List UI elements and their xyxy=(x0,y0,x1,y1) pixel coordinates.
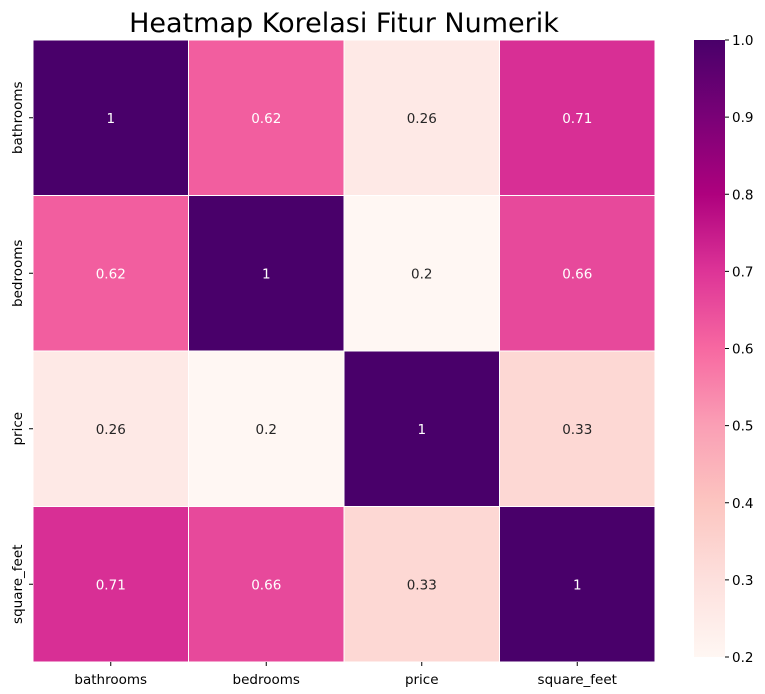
colorbar-gradient xyxy=(694,40,725,657)
y-tick-label: bedrooms xyxy=(10,240,26,307)
heatmap-cell xyxy=(343,195,500,352)
colorbar-tick-label: 0.9 xyxy=(732,110,753,126)
colorbar-tick-label: 1.0 xyxy=(732,33,753,49)
cell-annotation: 0.2 xyxy=(256,422,277,438)
colorbar: 0.2 0.3 0.4 0.5 0.6 0.7 0.8 0.9 1.0 xyxy=(694,33,753,666)
colorbar-tick-label: 0.5 xyxy=(732,419,753,435)
cell-annotation: 1 xyxy=(417,422,426,438)
x-tick-label: price xyxy=(405,672,439,688)
cell-annotation: 0.66 xyxy=(562,266,592,282)
cell-annotations: 1 0.62 0.26 0.71 0.62 1 0.2 0.66 0.26 0.2 1 0.33 0.7… xyxy=(96,111,593,594)
colorbar-tick-label: 0.2 xyxy=(732,650,753,666)
colorbar-tick-label: 0.6 xyxy=(732,342,753,358)
cell-annotation: 0.26 xyxy=(407,111,437,127)
heatmap-cell xyxy=(32,195,189,352)
heatmap-cell xyxy=(499,506,656,663)
cell-annotation: 1 xyxy=(106,111,115,127)
x-tick-label: bedrooms xyxy=(233,672,300,688)
heatmap-cell xyxy=(499,39,656,196)
y-tick-label: price xyxy=(10,412,26,446)
cell-annotation: 0.2 xyxy=(411,266,432,282)
y-tick-label: bathrooms xyxy=(10,81,26,154)
y-axis: bathrooms bedrooms price square_feet xyxy=(10,81,33,624)
colorbar-tick-label: 0.8 xyxy=(732,187,753,203)
heatmap-cell xyxy=(32,506,189,663)
colorbar-tick-label: 0.4 xyxy=(732,496,753,512)
x-axis: bathrooms bedrooms price square_feet xyxy=(74,662,617,688)
cell-annotation: 0.71 xyxy=(562,111,592,127)
colorbar-tick-label: 0.3 xyxy=(732,573,753,589)
cell-annotation: 1 xyxy=(262,266,271,282)
heatmap-cell xyxy=(32,39,189,196)
heatmap-cell xyxy=(188,39,345,196)
heatmap-cell xyxy=(499,195,656,352)
heatmap-cell xyxy=(188,350,345,507)
heatmap-cell xyxy=(188,195,345,352)
cell-annotation: 0.62 xyxy=(96,266,126,282)
colorbar-tick-label: 0.7 xyxy=(732,264,753,280)
heatmap-cells xyxy=(32,39,656,663)
chart-title: Heatmap Korelasi Fitur Numerik xyxy=(129,8,559,39)
cell-annotation: 0.62 xyxy=(251,111,281,127)
heatmap-cell xyxy=(343,506,500,663)
x-tick-label: square_feet xyxy=(538,672,617,688)
cell-annotation: 0.66 xyxy=(251,577,281,593)
cell-annotation: 1 xyxy=(573,577,582,593)
x-tick-label: bathrooms xyxy=(74,672,147,688)
heatmap-cell xyxy=(343,39,500,196)
cell-annotation: 0.33 xyxy=(562,422,592,438)
cell-annotation: 0.71 xyxy=(96,577,126,593)
cell-annotation: 0.33 xyxy=(407,577,437,593)
heatmap-cell xyxy=(499,350,656,507)
y-tick-label: square_feet xyxy=(10,545,26,624)
heatmap-cell xyxy=(188,506,345,663)
cell-annotation: 0.26 xyxy=(96,422,126,438)
